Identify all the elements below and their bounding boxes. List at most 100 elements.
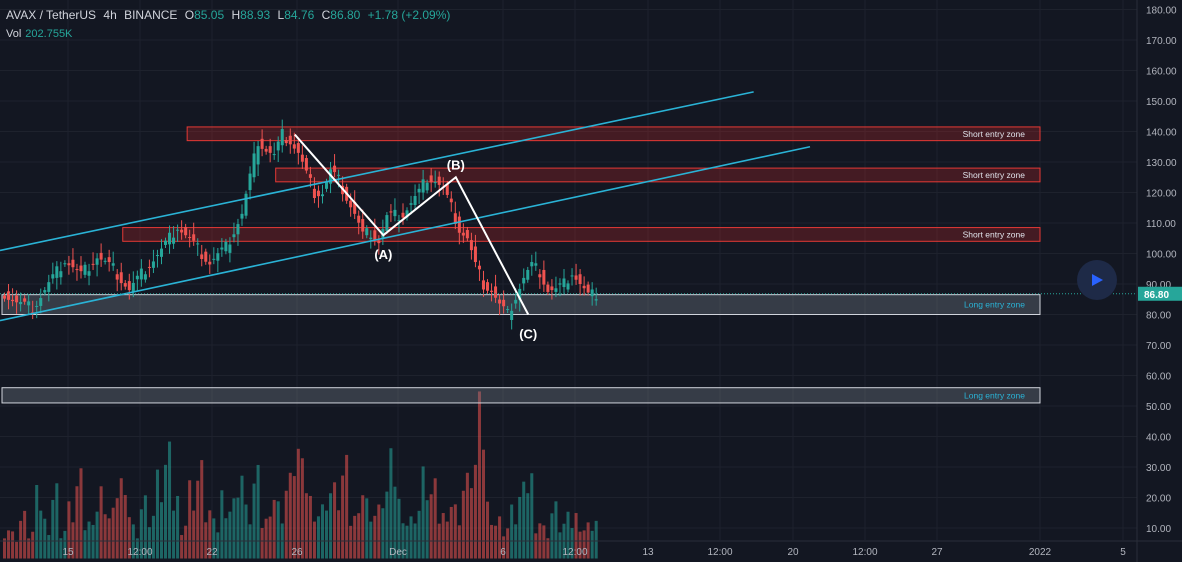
volume-label: Vol xyxy=(6,28,22,40)
volume-bar xyxy=(445,521,449,559)
volume-bar xyxy=(51,499,55,559)
volume-bar xyxy=(486,501,490,559)
candle-body xyxy=(389,211,393,213)
replay-button[interactable] xyxy=(1077,260,1117,300)
volume-bar xyxy=(256,464,260,559)
candle-body xyxy=(594,299,598,301)
candle-body xyxy=(212,258,216,260)
volume-bar xyxy=(530,473,534,559)
volume-bar xyxy=(107,518,111,559)
volume-value: 202.755K xyxy=(25,28,73,40)
zone-label: Long entry zone xyxy=(964,390,1025,400)
volume-bar xyxy=(288,472,292,559)
volume-bar xyxy=(498,516,502,559)
candle-body xyxy=(554,288,558,292)
candle-body xyxy=(47,282,51,292)
volume-bar xyxy=(240,475,244,559)
volume-bar xyxy=(31,531,35,559)
volume-bars xyxy=(3,391,598,559)
volume-bar xyxy=(91,524,95,559)
candle-body xyxy=(546,284,550,292)
candle-body xyxy=(7,291,11,300)
candle-body xyxy=(155,255,159,257)
symbol-title[interactable]: AVAX / TetherUS xyxy=(6,8,97,22)
candle-body xyxy=(361,219,365,232)
volume-bar xyxy=(172,510,176,559)
candle-body xyxy=(461,232,465,236)
candle-body xyxy=(578,274,582,284)
volume-bar xyxy=(381,508,385,559)
candle-body xyxy=(453,213,457,224)
candle-body xyxy=(542,269,546,285)
volume-bar xyxy=(228,511,232,559)
open-value: 85.05 xyxy=(194,8,225,22)
candle-body xyxy=(232,234,236,238)
volume-bar xyxy=(87,521,91,559)
volume-bar xyxy=(79,468,83,559)
volume-bar xyxy=(570,528,574,559)
candle-body xyxy=(570,275,574,277)
volume-bar xyxy=(481,449,485,559)
open-label: O xyxy=(184,8,195,22)
candle-body xyxy=(337,174,341,176)
candle-body xyxy=(417,188,421,193)
volume-bar xyxy=(19,520,23,559)
volume-bar xyxy=(296,448,300,559)
volume-bar xyxy=(473,464,477,559)
candle-body xyxy=(526,269,530,280)
volume-bar xyxy=(143,495,147,559)
price-tick-label: 30.00 xyxy=(1146,463,1171,474)
candle-body xyxy=(333,165,337,173)
candle-body xyxy=(123,283,127,287)
candle-body xyxy=(103,260,107,262)
volume-bar xyxy=(377,504,381,559)
volume-bar xyxy=(119,478,123,559)
candle-body xyxy=(220,247,224,250)
candle-body xyxy=(502,299,506,307)
volume-bar xyxy=(212,518,216,559)
price-tick-label: 100.00 xyxy=(1146,250,1177,261)
time-tick-label: 2022 xyxy=(1029,547,1052,558)
timeframe[interactable]: 4h xyxy=(103,8,117,22)
candle-body xyxy=(208,261,212,265)
time-tick-label: 12:00 xyxy=(127,547,152,558)
candle-body xyxy=(506,309,510,311)
volume-bar xyxy=(55,483,59,559)
candle-body xyxy=(180,229,184,233)
volume-bar xyxy=(67,501,71,559)
price-tick-label: 130.00 xyxy=(1146,158,1177,169)
time-tick-label: 12:00 xyxy=(562,547,587,558)
candle-body xyxy=(224,241,228,252)
candle-body xyxy=(99,252,103,260)
candle-body xyxy=(486,282,490,291)
candle-body xyxy=(236,224,240,235)
volume-bar xyxy=(264,518,268,559)
candle-body xyxy=(405,210,409,218)
price-tick-label: 180.00 xyxy=(1146,6,1177,17)
volume-bar xyxy=(461,490,465,559)
candle-body xyxy=(349,200,353,208)
candle-body xyxy=(401,212,405,218)
volume-bar xyxy=(490,524,494,559)
volume-bar xyxy=(224,518,228,559)
candle-body xyxy=(164,240,168,245)
price-tick-label: 70.00 xyxy=(1146,341,1171,352)
time-tick-label: Dec xyxy=(389,547,407,558)
candle-body xyxy=(35,305,39,307)
candle-body xyxy=(188,237,192,239)
volume-bar xyxy=(164,464,168,559)
candle-body xyxy=(465,230,469,239)
candle-body xyxy=(538,274,542,278)
candle-body xyxy=(377,240,381,244)
candle-body xyxy=(39,298,43,306)
volume-bar xyxy=(417,510,421,559)
volume-bar xyxy=(449,506,453,559)
volume-bar xyxy=(554,501,558,559)
volume-bar xyxy=(393,486,397,559)
volume-bar xyxy=(204,522,208,559)
candle-body xyxy=(176,229,180,231)
candle-body xyxy=(59,271,63,278)
volume-bar xyxy=(457,525,461,559)
candle-body xyxy=(296,143,300,153)
